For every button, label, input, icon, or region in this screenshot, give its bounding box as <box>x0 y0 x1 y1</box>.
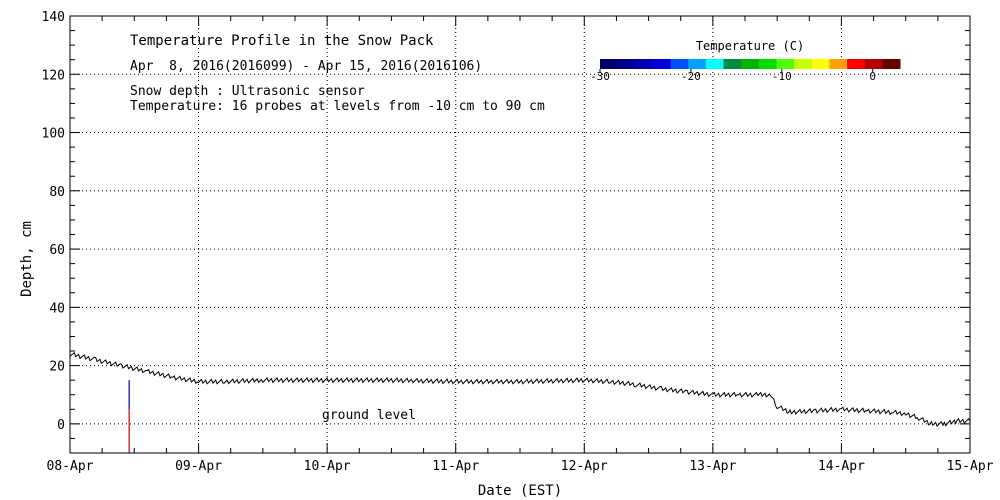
note-temperature: Temperature: 16 probes at levels from -1… <box>130 99 545 114</box>
colorbar-cell <box>723 59 742 69</box>
y-tick-label: 20 <box>49 360 65 375</box>
colorbar-cell <box>864 59 883 69</box>
colorbar-tick-label: 0 <box>869 70 876 83</box>
colorbar-tick-label: -20 <box>681 70 701 83</box>
colorbar-cell <box>811 59 830 69</box>
chart-subtitle: Apr 8, 2016(2016099) - Apr 15, 2016(2016… <box>130 59 482 74</box>
y-tick-label: 100 <box>42 127 65 142</box>
colorbar-cell <box>847 59 866 69</box>
x-tick-label: 09-Apr <box>175 459 222 474</box>
x-axis-title: Date (EST) <box>478 483 562 499</box>
colorbar-title: Temperature (C) <box>696 39 804 53</box>
temperature-colorbar: Temperature (C) -30 -20 -10 0 <box>590 39 901 83</box>
colorbar-cell <box>776 59 795 69</box>
x-tick-label: 15-Apr <box>947 459 994 474</box>
colorbar-cells <box>600 59 901 69</box>
colorbar-tick-label: -10 <box>772 70 792 83</box>
x-tick-label: 10-Apr <box>304 459 351 474</box>
colorbar-cell <box>829 59 848 69</box>
y-axis-title: Depth, cm <box>19 221 35 297</box>
y-tick-label: 140 <box>42 10 65 25</box>
colorbar-cell <box>688 59 707 69</box>
colorbar-cell <box>882 59 901 69</box>
x-tick-label: 08-Apr <box>47 459 94 474</box>
colorbar-cell <box>652 59 672 69</box>
y-tick-label: 0 <box>57 418 65 433</box>
series-layer <box>69 351 971 428</box>
ground-level-annotation: ground level <box>322 408 416 423</box>
tick-labels: 140 120 100 80 60 40 20 0 08-Apr 09-Apr 10-Apr 11-A… <box>42 10 994 474</box>
y-tick-label: 80 <box>49 185 65 200</box>
ticks <box>69 15 971 454</box>
colorbar-ticks: -30 -20 -10 0 <box>590 69 876 83</box>
x-tick-label: 12-Apr <box>561 459 608 474</box>
y-tick-label: 120 <box>42 68 65 83</box>
x-tick-label: 11-Apr <box>432 459 479 474</box>
colorbar-cell <box>758 59 777 69</box>
colorbar-cell <box>670 59 689 69</box>
colorbar-cell <box>705 59 725 69</box>
note-snow-depth: Snow depth : Ultrasonic sensor <box>130 84 365 99</box>
colorbar-cell <box>794 59 813 69</box>
colorbar-tick-label: -30 <box>590 70 610 83</box>
colorbar-cell <box>741 59 760 69</box>
colorbar-cell <box>617 59 636 69</box>
y-tick-label: 40 <box>49 301 65 316</box>
colorbar-cell <box>635 59 654 69</box>
chart-title: Temperature Profile in the Snow Pack <box>130 33 434 49</box>
x-tick-label: 13-Apr <box>689 459 736 474</box>
snow-depth-line <box>69 351 971 428</box>
x-tick-label: 14-Apr <box>818 459 865 474</box>
y-tick-label: 60 <box>49 243 65 258</box>
colorbar-cell <box>600 59 619 69</box>
